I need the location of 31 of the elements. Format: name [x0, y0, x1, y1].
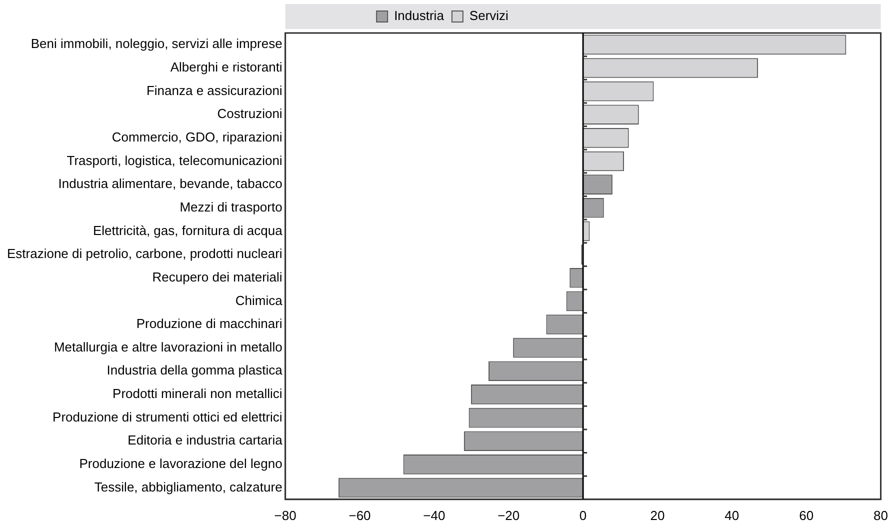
x-tick-label: 40 — [724, 508, 740, 523]
y-tick-label: Produzione di macchinari — [136, 316, 282, 332]
y-tick-label: Metallurgia e altre lavorazioni in metallo — [54, 339, 282, 354]
legend-label: Industria — [394, 8, 445, 24]
legend-label: Servizi — [469, 8, 509, 24]
y-tick-label: Industria della gomma plastica — [106, 362, 284, 378]
y-tick-label: Chimica — [235, 292, 284, 308]
y-tick-label: Trasporti, logistica, telecomunicazioni — [66, 152, 282, 168]
y-tick-label: Commercio, GDO, riparazioni — [112, 130, 282, 145]
x-tick-label: −80 — [274, 508, 296, 523]
y-tick-label: Finanza e assicurazioni — [146, 82, 282, 98]
y-tick-label: Estrazione di petrolio, carbone, prodotti nucleari — [6, 246, 282, 262]
y-tick-label: Recupero dei materiali — [152, 269, 282, 284]
y-tick-label: Tessile, abbigliamento, calzature — [94, 479, 282, 494]
x-tick-label: 0 — [579, 508, 587, 523]
y-tick-label: Produzione di strumenti ottici ed elettrici — [52, 409, 282, 424]
x-tick-label: 80 — [874, 508, 888, 523]
y-tick-label: Industria alimentare, bevande, tabacco — [58, 176, 282, 192]
y-tick-label: Beni immobili, noleggio, servizi alle imprese — [30, 36, 282, 52]
y-tick-label: Produzione e lavorazione del legno — [79, 456, 282, 471]
x-tick-label: −20 — [498, 508, 520, 523]
x-tick-label: 60 — [799, 508, 814, 523]
y-tick-label: Costruzioni — [217, 106, 282, 122]
x-tick-label: −40 — [423, 508, 446, 523]
y-tick-label: Editoria e industria cartaria — [128, 432, 284, 448]
x-tick-label: 20 — [650, 508, 665, 523]
y-tick-label: Alberghi e ristoranti — [170, 60, 282, 75]
y-tick-label: Mezzi di trasporto — [180, 199, 282, 214]
y-tick-label: Elettricità, gas, fornitura di acqua — [92, 222, 284, 238]
y-tick-label: Prodotti minerali non metallici — [112, 386, 282, 402]
x-tick-label: −60 — [348, 508, 371, 523]
